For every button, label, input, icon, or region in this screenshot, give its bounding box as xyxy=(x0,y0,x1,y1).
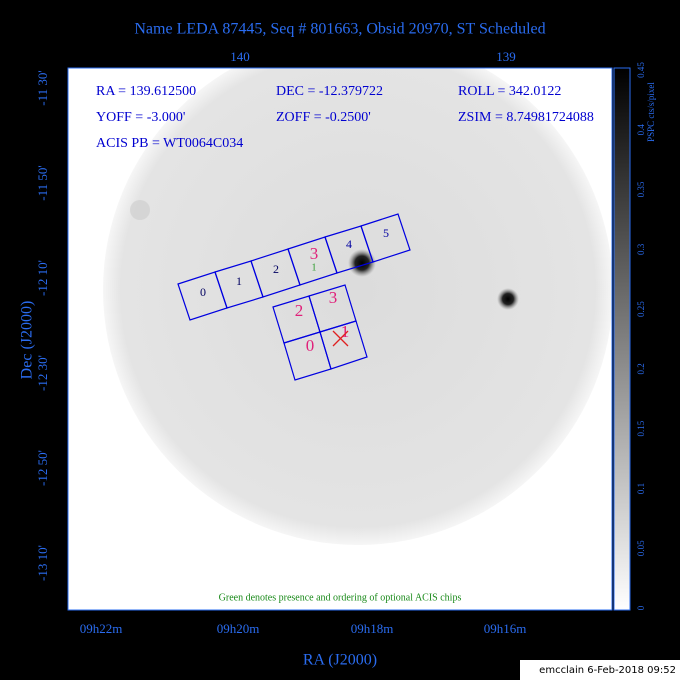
info: RA = 139.612500 DEC = -12.379722 ROLL = … xyxy=(96,84,594,151)
note: Green denotes presence and ordering of o… xyxy=(219,592,462,603)
acis-s: 0 1 2 3 1 4 5 xyxy=(177,213,411,321)
chip-label: 3 xyxy=(310,244,319,263)
footer-box xyxy=(520,660,680,680)
chip-label: 2 xyxy=(295,301,304,320)
source xyxy=(497,288,519,310)
source xyxy=(348,249,376,277)
info-text: DEC = -12.379722 xyxy=(276,84,383,99)
plot-frame xyxy=(67,67,613,611)
colorbar-tick-label: 0.05 xyxy=(636,540,646,556)
chip-label: 0 xyxy=(306,336,315,355)
colorbar-tick-label: 0.15 xyxy=(636,420,646,436)
chip-label: 4 xyxy=(346,237,352,251)
colorbar-label: PSPC cts/s/pixel xyxy=(646,82,656,142)
chip-label: 2 xyxy=(273,262,279,276)
top-tick-label: 139 xyxy=(496,49,516,64)
colorbar-tick-label: 0 xyxy=(636,605,646,610)
bottom-tick-label: 09h22m xyxy=(80,621,123,636)
chip-label: 0 xyxy=(200,285,206,299)
bottom-tick-label: 09h20m xyxy=(217,621,260,636)
chip-label: 1 xyxy=(341,322,350,341)
sky-image xyxy=(103,68,612,545)
left-tick-label: -13 10' xyxy=(35,545,50,581)
bottom-tick-label: 09h18m xyxy=(351,621,394,636)
colorbar-tick-label: 0.4 xyxy=(636,124,646,136)
top-tick-label: 140 xyxy=(230,49,250,64)
chip-label: 1 xyxy=(236,274,242,288)
left-tick-label: -11 50' xyxy=(35,165,50,200)
info-text: ACIS PB = WT0064C034 xyxy=(96,136,243,151)
aimpoint xyxy=(332,330,349,347)
left-tick-label: -12 50' xyxy=(35,450,50,486)
footer: emcclain 6-Feb-2018 09:52 xyxy=(539,665,676,676)
colorbar-tick-label: 0.25 xyxy=(636,301,646,317)
info-text: ROLL = 342.0122 xyxy=(458,84,561,99)
chip xyxy=(360,213,411,263)
chip xyxy=(319,320,368,370)
colorbar xyxy=(613,67,631,611)
left-tick-label: -12 10' xyxy=(35,260,50,296)
optional-label: 1 xyxy=(312,262,317,273)
colorbar-tick-label: 0.1 xyxy=(636,483,646,494)
colorbar-tick-label: 0.45 xyxy=(636,62,646,78)
left-tick-label: -12 30' xyxy=(35,355,50,391)
info-text: ZOFF = -0.2500' xyxy=(276,110,371,125)
bottom-tick-label: 09h16m xyxy=(484,621,527,636)
left-tick-label: -11 30' xyxy=(35,70,50,105)
colorbar-tick-label: 0.35 xyxy=(636,181,646,197)
info-text: ZSIM = 8.74981724088 xyxy=(458,110,594,125)
x-axis-label: RA (J2000) xyxy=(303,652,377,669)
info-text: YOFF = -3.000' xyxy=(96,110,185,125)
colorbar-tick-label: 0.3 xyxy=(636,243,646,255)
title: Name LEDA 87445, Seq # 801663, Obsid 209… xyxy=(134,21,545,38)
source xyxy=(130,200,150,220)
acis-i: 2 3 0 1 xyxy=(272,284,368,381)
y-axis-label: Dec (J2000) xyxy=(19,301,36,380)
info-text: RA = 139.612500 xyxy=(96,84,196,99)
chip-label: 3 xyxy=(329,288,338,307)
colorbar-tick-label: 0.2 xyxy=(636,363,646,374)
chip-label: 5 xyxy=(383,226,389,240)
